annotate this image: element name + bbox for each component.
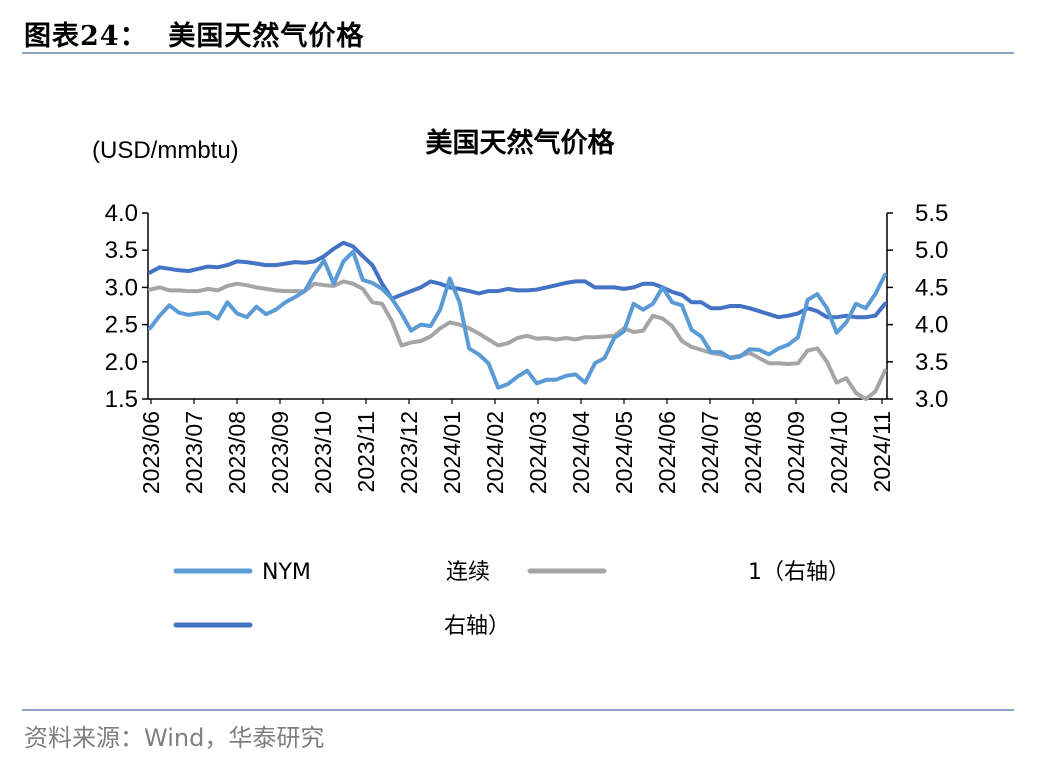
left-tick-label: 3.5 bbox=[105, 237, 138, 264]
left-tick-label: 2.5 bbox=[105, 312, 138, 339]
left-tick-label: 1.5 bbox=[105, 386, 138, 413]
x-tick-label: 2024/04 bbox=[568, 411, 594, 494]
left-tick-label: 3.0 bbox=[105, 274, 138, 301]
x-tick-label: 2023/09 bbox=[267, 411, 293, 494]
series-line-darkblue bbox=[148, 240, 887, 320]
figure-title: 美国天然气价格 bbox=[168, 21, 365, 52]
legend-label-nymex-left: NYM bbox=[262, 560, 311, 585]
left-tick-label: 2.0 bbox=[105, 349, 138, 376]
source-note: 资料来源：Wind，华泰研究 bbox=[24, 724, 325, 752]
x-tick-label: 2023/11 bbox=[353, 411, 379, 492]
axes: 1.5 2.0 2.5 3.0 3.5 4.0 3.0 3.5 4.0 4.5 5.0 5.5 2023… bbox=[105, 200, 949, 494]
x-tick-label: 2024/07 bbox=[697, 411, 723, 494]
x-tick-label: 2024/01 bbox=[439, 411, 465, 494]
x-tick-label: 2024/09 bbox=[783, 411, 809, 494]
figure-header: 图表24： 美国天然气价格 bbox=[22, 8, 1014, 54]
x-tick-label: 2023/07 bbox=[181, 411, 207, 494]
right-tick-label: 4.5 bbox=[915, 274, 948, 301]
series-lines bbox=[148, 240, 887, 401]
figure-title-line: 图表24： 美国天然气价格 bbox=[24, 14, 364, 53]
x-tick-label: 2024/03 bbox=[525, 411, 551, 494]
x-tick-label: 2024/08 bbox=[740, 411, 766, 494]
left-tick-label: 4.0 bbox=[105, 200, 138, 227]
legend-label-darkblue: 右轴） bbox=[444, 614, 510, 639]
right-tick-label: 4.0 bbox=[915, 312, 948, 339]
x-tick-label: 2024/06 bbox=[654, 411, 680, 494]
series-line-grey bbox=[148, 279, 887, 401]
x-tick-label: 2024/10 bbox=[826, 411, 852, 494]
right-tick-label: 5.0 bbox=[915, 237, 948, 264]
x-tick-label: 2023/12 bbox=[396, 411, 422, 494]
x-tick-label: 2023/10 bbox=[310, 411, 336, 494]
legend-label-nymex-right: 连续 bbox=[446, 560, 490, 585]
chart-title: 美国天然气价格 bbox=[426, 127, 616, 159]
x-tick-label: 2024/02 bbox=[482, 411, 508, 494]
legend-label-grey: 1（右轴） bbox=[748, 560, 850, 585]
legend: NYM 连续 1（右轴） 右轴） bbox=[173, 560, 850, 639]
figure-label: 图表24： bbox=[24, 21, 148, 52]
right-tick-label: 5.5 bbox=[915, 200, 948, 227]
x-tick-label: 2024/05 bbox=[611, 411, 637, 494]
x-tick-label: 2024/11 bbox=[869, 411, 895, 492]
series-line-nymex bbox=[148, 249, 887, 390]
x-tick-label: 2023/06 bbox=[138, 411, 164, 494]
footer-divider bbox=[22, 709, 1014, 711]
right-tick-label: 3.0 bbox=[915, 386, 948, 413]
x-tick-label: 2023/08 bbox=[224, 411, 250, 494]
left-axis-unit: (USD/mmbtu) bbox=[92, 137, 239, 164]
chart: 美国天然气价格 (USD/mmbtu) 1.5 2.0 2.5 3.0 3.5 4.0 3.… bbox=[92, 127, 949, 639]
right-tick-label: 3.5 bbox=[915, 349, 948, 376]
